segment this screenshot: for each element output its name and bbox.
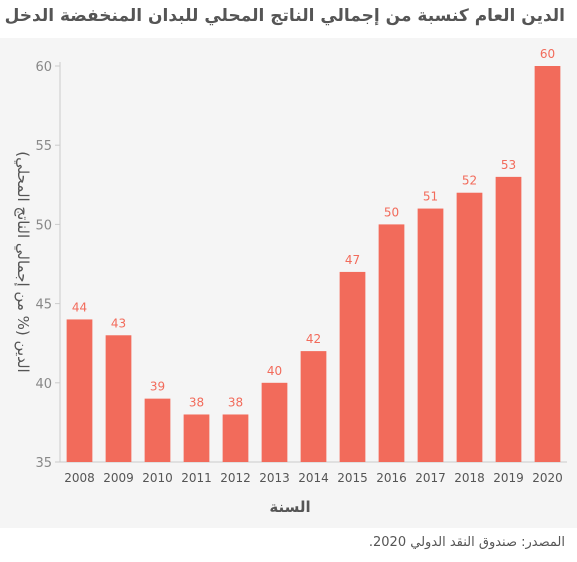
data-label-2012: 38 (228, 395, 243, 409)
x-tick-label-2020: 2020 (532, 471, 563, 485)
x-tick-label-2019: 2019 (493, 471, 524, 485)
data-label-2018: 52 (462, 174, 477, 188)
x-tick-label-2013: 2013 (259, 471, 290, 485)
data-label-2020: 60 (540, 47, 555, 61)
y-tick-label: 55 (35, 139, 52, 154)
bar-2013 (261, 382, 288, 462)
bar-2008 (66, 319, 93, 462)
y-tick-label: 45 (35, 298, 52, 313)
bar-2017 (417, 208, 444, 462)
chart-title: الدين العام كنسبة من إجمالي الناتج المحل… (4, 6, 565, 26)
x-axis-label: السنة (269, 498, 310, 516)
data-label-2019: 53 (501, 158, 516, 172)
data-label-2008: 44 (72, 300, 87, 314)
data-label-2009: 43 (111, 316, 126, 330)
x-tick-label-2015: 2015 (337, 471, 368, 485)
bar-2016 (378, 224, 405, 462)
x-tick-label-2008: 2008 (64, 471, 95, 485)
y-tick-label: 40 (35, 377, 52, 392)
x-tick-label-2017: 2017 (415, 471, 446, 485)
data-label-2013: 40 (267, 364, 282, 378)
x-tick-label-2011: 2011 (181, 471, 212, 485)
x-tick-label-2010: 2010 (142, 471, 173, 485)
data-label-2016: 50 (384, 205, 399, 219)
x-tick-label-2016: 2016 (376, 471, 407, 485)
data-label-2011: 38 (189, 395, 204, 409)
x-tick-label-2012: 2012 (220, 471, 251, 485)
x-tick-label-2018: 2018 (454, 471, 485, 485)
x-tick-label-2009: 2009 (103, 471, 134, 485)
bar-2018 (456, 192, 483, 462)
y-tick-label: 60 (35, 60, 52, 75)
bar-2012 (222, 414, 249, 462)
y-tick-label: 50 (35, 218, 52, 233)
bar-2014 (300, 351, 327, 462)
data-label-2015: 47 (345, 253, 360, 267)
data-label-2010: 39 (150, 380, 165, 394)
bar-2020 (534, 66, 561, 462)
bar-2010 (144, 398, 171, 462)
x-tick-label-2014: 2014 (298, 471, 329, 485)
source-note: المصدر: صندوق النقد الدولي 2020. (368, 535, 565, 550)
data-label-2017: 51 (423, 190, 438, 204)
bar-2009 (105, 335, 132, 462)
y-axis-label: الدين (% من إجمالي الناتج المحلي) (13, 151, 32, 372)
bar-2019 (495, 176, 522, 462)
data-label-2014: 42 (306, 332, 321, 346)
bar-2011 (183, 414, 210, 462)
bar-2015 (339, 271, 366, 462)
y-tick-label: 35 (35, 456, 52, 471)
